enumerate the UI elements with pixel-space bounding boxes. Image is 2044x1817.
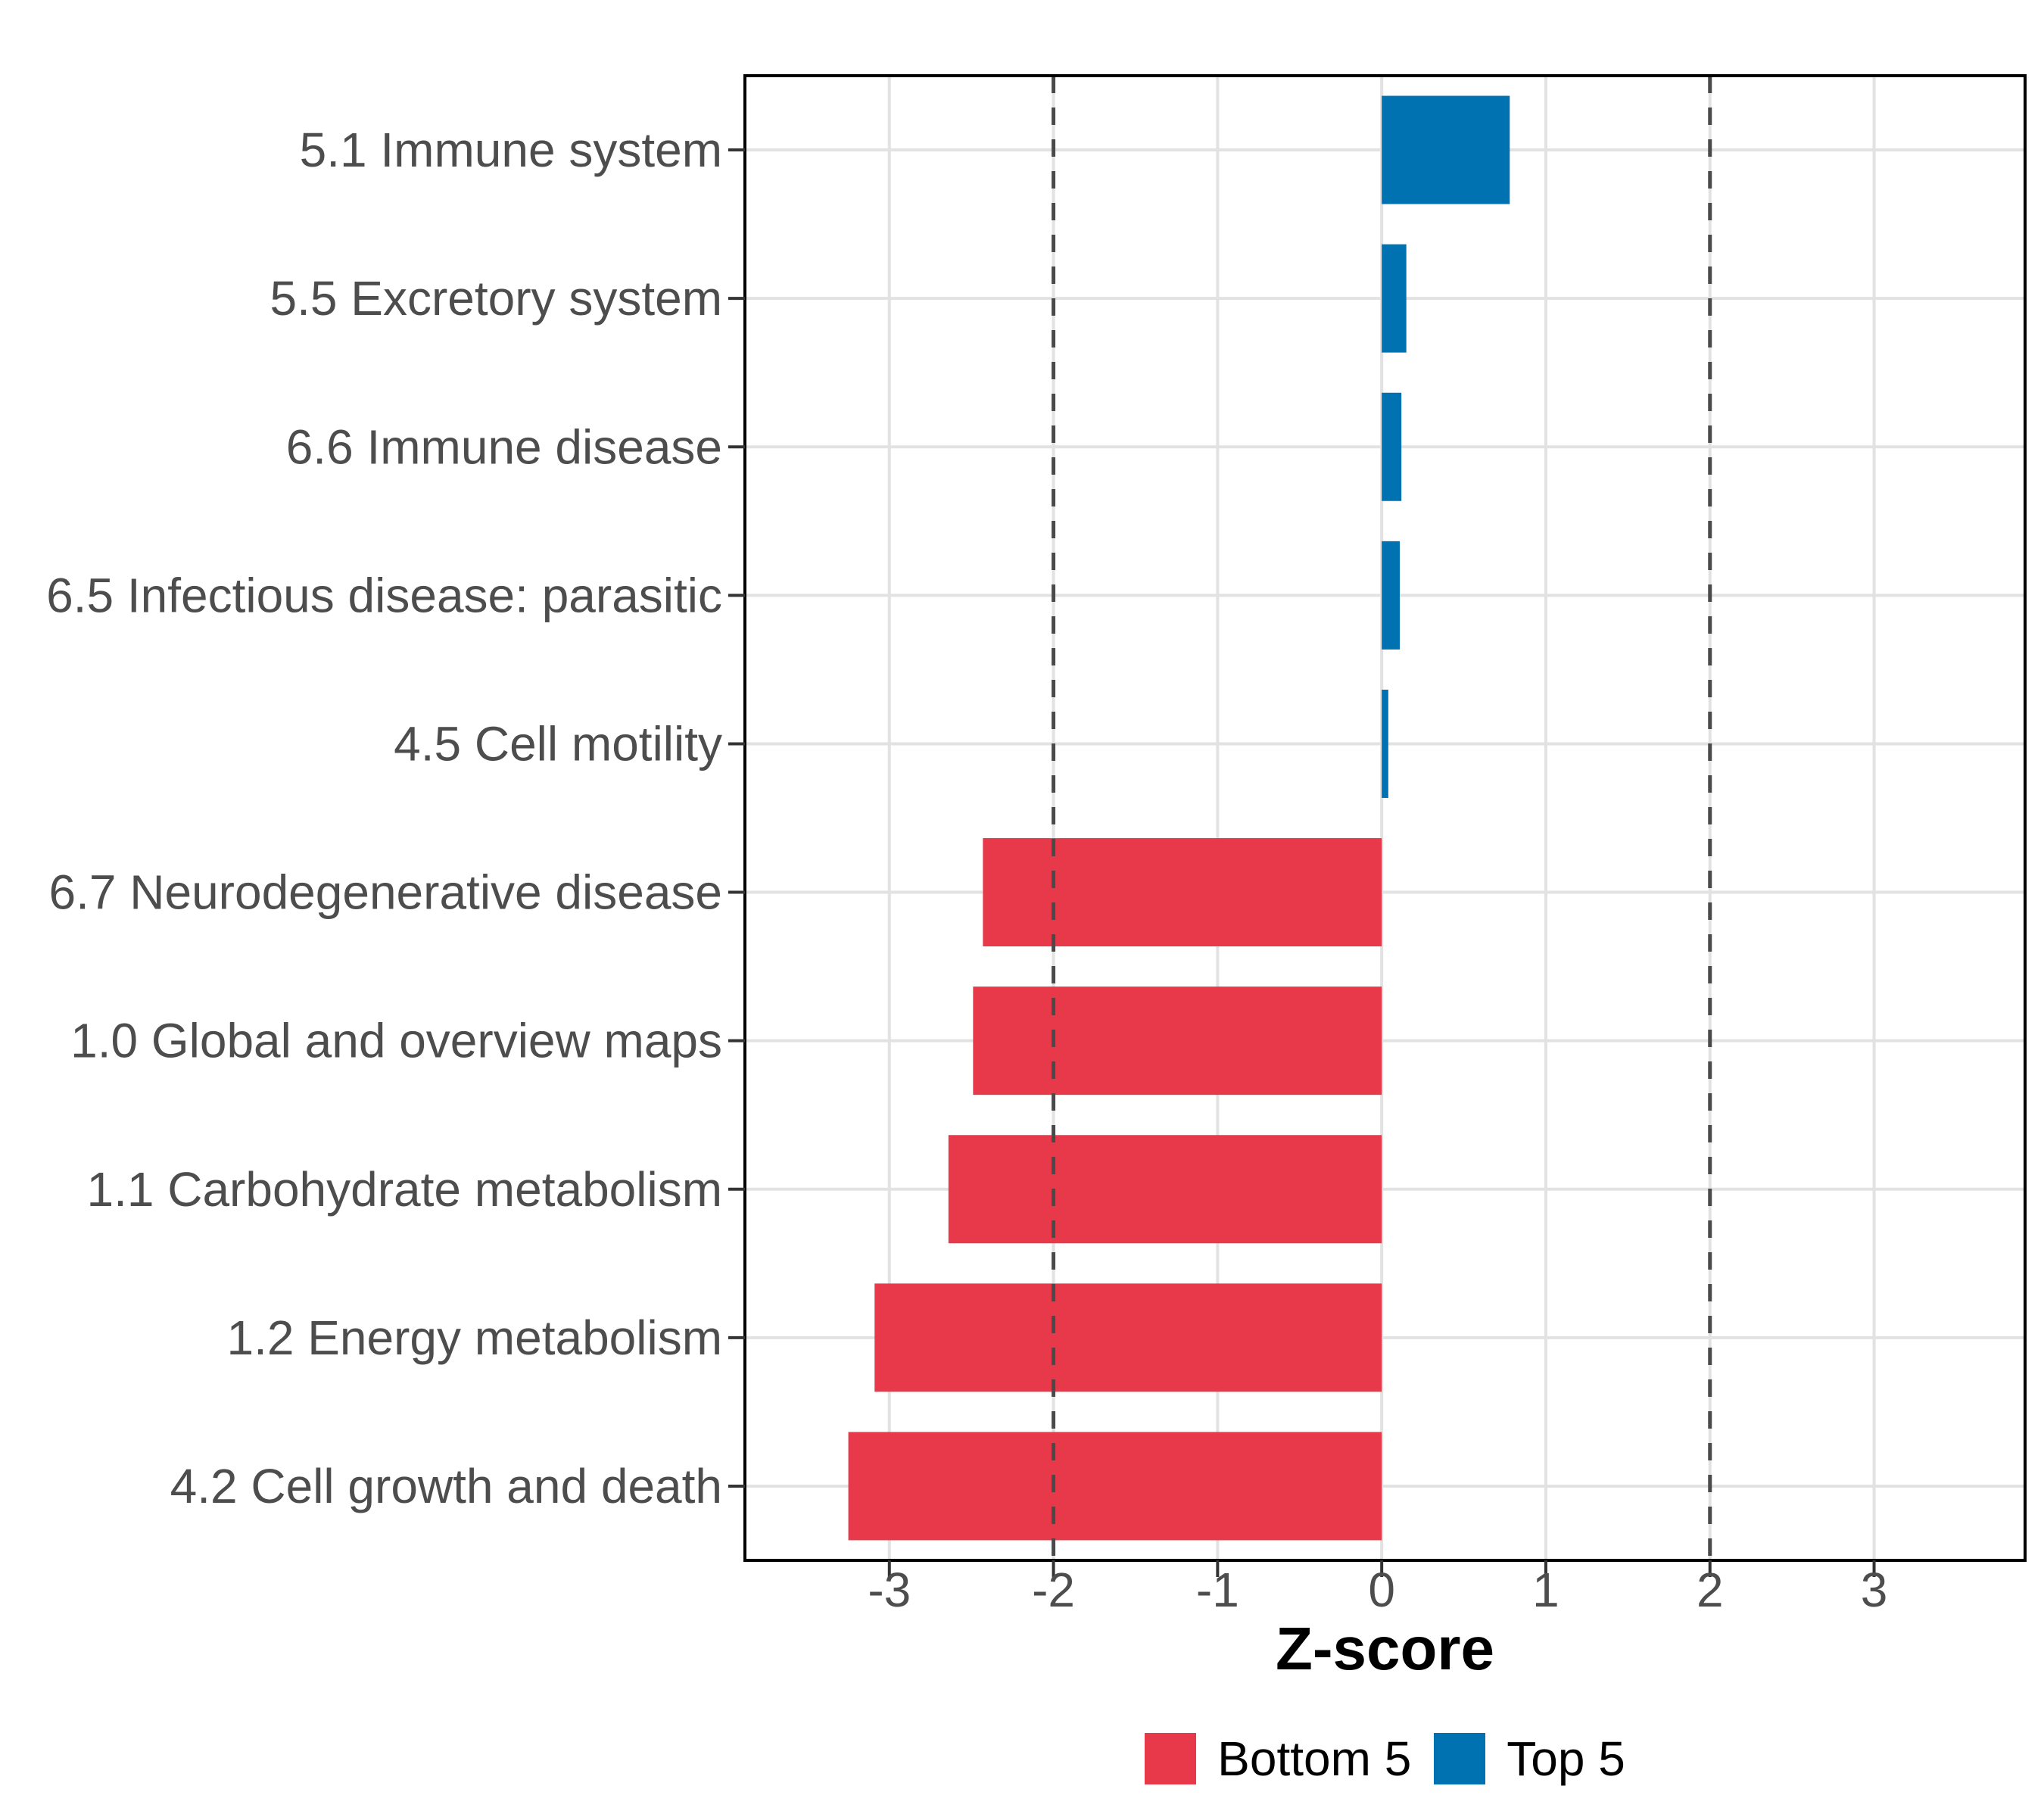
bar-bottom5 xyxy=(948,1135,1382,1244)
y-axis-label: 1.0 Global and overview maps xyxy=(70,1014,722,1068)
x-tick-label: -3 xyxy=(868,1563,911,1617)
x-tick-label: 0 xyxy=(1368,1563,1395,1617)
y-axis-label: 1.1 Carbohydrate metabolism xyxy=(86,1162,722,1217)
bar-bottom5 xyxy=(874,1283,1382,1392)
x-tick-label: 1 xyxy=(1532,1563,1559,1617)
y-axis-label: 6.6 Immune disease xyxy=(286,419,722,474)
bar-bottom5 xyxy=(848,1432,1382,1541)
y-axis-label: 6.7 Neurodegenerative disease xyxy=(49,865,723,920)
legend-label-bottom5: Bottom 5 xyxy=(1217,1731,1412,1786)
bar-bottom5 xyxy=(983,838,1382,947)
bar-top5 xyxy=(1382,392,1402,501)
legend: Bottom 5 Top 5 xyxy=(745,1733,2025,1784)
panel-border xyxy=(743,74,2027,1562)
legend-swatch-bottom5-icon xyxy=(1145,1733,1197,1784)
x-tick-label: -1 xyxy=(1196,1563,1239,1617)
x-tick-label: 3 xyxy=(1861,1563,1888,1617)
legend-swatch-top5-icon xyxy=(1434,1733,1486,1784)
y-axis-label: 1.2 Energy metabolism xyxy=(226,1311,722,1365)
y-axis-label: 4.5 Cell motility xyxy=(394,716,722,771)
legend-item-bottom5: Bottom 5 xyxy=(1145,1733,1411,1784)
x-axis-title: Z-score xyxy=(1276,1615,1494,1682)
x-tick-label: 2 xyxy=(1697,1563,1724,1617)
y-axis-label: 5.1 Immune system xyxy=(300,123,722,177)
y-axis-label: 4.2 Cell growth and death xyxy=(170,1459,722,1513)
bar-top5 xyxy=(1382,541,1401,650)
bar-top5 xyxy=(1382,689,1388,798)
x-tick-label: -2 xyxy=(1032,1563,1075,1617)
bar-bottom5 xyxy=(973,986,1382,1095)
bar-top5 xyxy=(1382,244,1407,353)
legend-item-top5: Top 5 xyxy=(1434,1733,1625,1784)
y-axis-label: 5.5 Excretory system xyxy=(270,271,723,326)
y-axis-label: 6.5 Infectious disease: parasitic xyxy=(46,568,722,622)
bar-top5 xyxy=(1382,95,1510,204)
legend-label-top5: Top 5 xyxy=(1507,1731,1625,1786)
